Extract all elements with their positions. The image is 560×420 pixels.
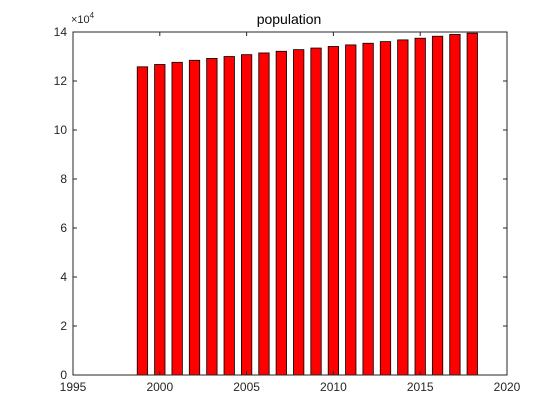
- bar-2000: [154, 64, 166, 376]
- bar-1999: [136, 66, 149, 376]
- bar-2004: [223, 56, 235, 376]
- y-tick-label: 0: [60, 368, 67, 382]
- bar-2013: [379, 41, 392, 376]
- y-tick-label: 12: [54, 74, 68, 88]
- plot-area-frame: [72, 31, 508, 376]
- bar-2010: [327, 46, 340, 376]
- y-tick-label: 6: [60, 221, 67, 235]
- x-tick-label: 2005: [233, 380, 260, 394]
- bar-2011: [345, 44, 357, 376]
- bar-2018: [466, 32, 478, 376]
- y-tick-label: 2: [60, 319, 67, 333]
- y-exponent-base: ×10: [71, 14, 90, 26]
- bar-2017: [449, 34, 461, 376]
- bar-2005: [240, 54, 253, 376]
- bar-series: [136, 32, 478, 376]
- x-tick-label: 1995: [60, 380, 87, 394]
- bar-2002: [188, 59, 201, 376]
- chart-title: population: [257, 11, 322, 27]
- bar-2016: [431, 35, 444, 376]
- bar-2015: [414, 37, 426, 376]
- x-tick-label: 2000: [146, 380, 173, 394]
- y-axis-exponent: ×104: [71, 11, 95, 26]
- x-tick-label: 2015: [407, 380, 434, 394]
- y-exponent-power: 4: [90, 11, 95, 20]
- x-axis-ticks: 1995 2000 2005 2010 2015 2020: [60, 32, 521, 394]
- y-tick-label: 4: [60, 270, 67, 284]
- bar-2006: [258, 52, 270, 376]
- bar-2003: [206, 57, 218, 376]
- bar-2001: [171, 61, 183, 376]
- x-tick-label: 2020: [494, 380, 521, 394]
- bar-2007: [275, 50, 287, 376]
- y-tick-label: 10: [54, 123, 68, 137]
- y-tick-label: 14: [54, 25, 68, 39]
- bar-2009: [310, 47, 322, 376]
- y-tick-label: 8: [60, 172, 67, 186]
- bar-2008: [293, 49, 305, 376]
- x-tick-label: 2010: [320, 380, 347, 394]
- bar-2014: [397, 39, 409, 376]
- bar-2012: [362, 42, 374, 376]
